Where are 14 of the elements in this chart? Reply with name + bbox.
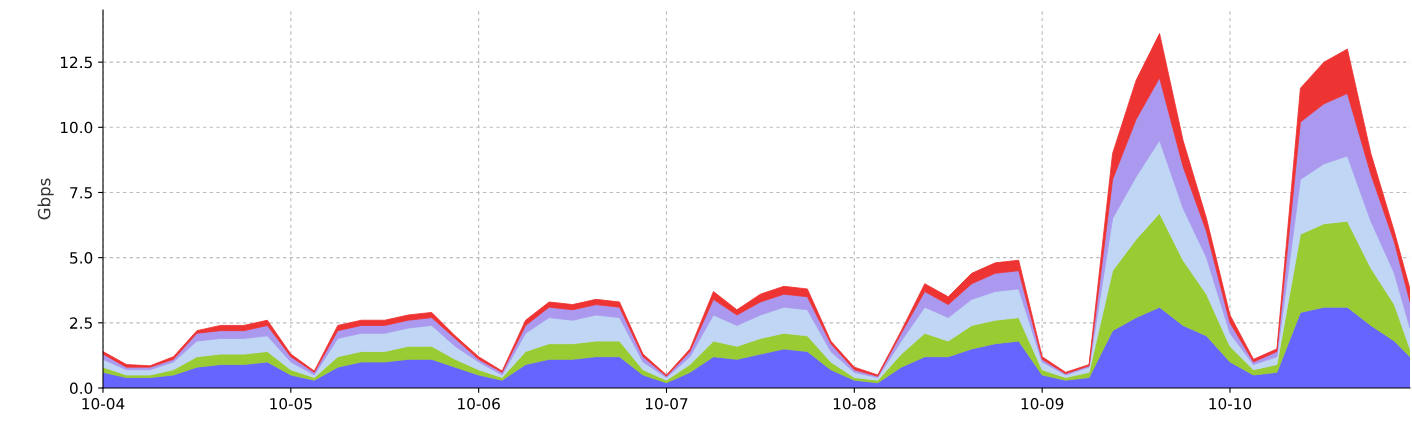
x-tick-label: 10-07	[645, 397, 688, 410]
x-tick-label: 10-06	[458, 397, 500, 410]
y-tick-label: 5.0	[70, 252, 93, 264]
y-tick-label: 0.0	[69, 382, 93, 395]
y-tick-label: 10.0	[60, 121, 93, 134]
x-tick-label: 10-10	[1209, 397, 1252, 410]
x-tick-label: 10-05	[270, 397, 312, 410]
y-tick-label: 7.5	[70, 187, 92, 199]
x-tick-label: 10-08	[833, 397, 876, 410]
y-tick-label: 12.5	[60, 56, 92, 69]
x-tick-label: 10-04	[82, 397, 125, 410]
x-tick-label: 10-09	[1021, 397, 1064, 410]
y-axis-title: Gbps	[37, 178, 54, 220]
y-tick-label: 2.5	[70, 317, 92, 329]
